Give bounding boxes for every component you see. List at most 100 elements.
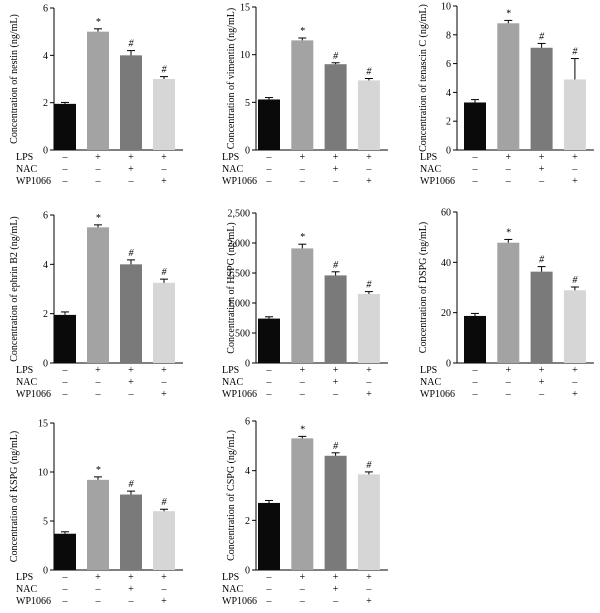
condition-mark: – bbox=[472, 176, 479, 187]
condition-mark: – bbox=[365, 377, 372, 388]
condition-label: WP1066 bbox=[16, 389, 51, 400]
condition-mark: – bbox=[538, 389, 545, 400]
y-axis-label: Concentration of ephrin B2 (ng/mL) bbox=[9, 216, 20, 362]
condition-mark: – bbox=[299, 584, 306, 595]
condition-mark: + bbox=[128, 152, 134, 163]
condition-mark: – bbox=[266, 389, 273, 400]
condition-label: WP1066 bbox=[16, 596, 51, 607]
bar bbox=[324, 455, 347, 570]
condition-mark: – bbox=[365, 584, 372, 595]
chart-panel-8: 0 2 4 6 Concentration of CSPG (ng/mL) * # # LPS –… bbox=[222, 417, 388, 607]
y-tick-label: 6 bbox=[43, 4, 48, 15]
y-tick-label: 2,500 bbox=[228, 209, 251, 220]
condition-mark: + bbox=[572, 389, 578, 400]
bar bbox=[464, 315, 486, 363]
bar bbox=[357, 294, 380, 363]
condition-mark: – bbox=[472, 152, 479, 163]
condition-mark: – bbox=[161, 164, 168, 175]
y-axis-label: Concentration of CSPG (ng/mL) bbox=[226, 430, 237, 561]
chart-panel-1: 0 2 4 6 Concentration of nestin (ng/mL) * # # LP… bbox=[9, 4, 183, 187]
condition-mark: – bbox=[571, 164, 578, 175]
condition-mark: – bbox=[62, 377, 69, 388]
condition-label: NAC bbox=[222, 584, 243, 595]
condition-mark: + bbox=[161, 365, 167, 376]
significance-mark: # bbox=[162, 65, 168, 76]
bar bbox=[120, 55, 142, 151]
condition-mark: + bbox=[333, 584, 339, 595]
significance-mark: # bbox=[162, 267, 168, 278]
condition-mark: + bbox=[366, 596, 372, 607]
condition-mark: – bbox=[62, 572, 69, 583]
condition-mark: – bbox=[128, 176, 135, 187]
condition-mark: – bbox=[266, 584, 273, 595]
condition-label: LPS bbox=[16, 365, 33, 376]
condition-label: WP1066 bbox=[222, 389, 257, 400]
bar bbox=[153, 282, 175, 363]
condition-mark: + bbox=[505, 365, 511, 376]
condition-mark: + bbox=[161, 596, 167, 607]
y-tick-label: 0 bbox=[43, 146, 48, 157]
condition-label: NAC bbox=[222, 164, 243, 175]
bar bbox=[120, 494, 142, 570]
y-tick-label: 2 bbox=[446, 117, 451, 128]
y-tick-label: 0 bbox=[446, 146, 451, 157]
condition-mark: + bbox=[161, 389, 167, 400]
significance-mark: # bbox=[572, 47, 578, 58]
condition-mark: + bbox=[572, 365, 578, 376]
significance-mark: # bbox=[539, 255, 545, 266]
condition-mark: – bbox=[266, 365, 273, 376]
condition-mark: – bbox=[266, 377, 273, 388]
chart-panel-4: 0 2 4 6 Concentration of ephrin B2 (ng/mL) * #… bbox=[9, 211, 183, 400]
bar bbox=[530, 47, 553, 151]
bar bbox=[258, 502, 280, 570]
y-tick-label: 5 bbox=[245, 98, 250, 109]
significance-mark: # bbox=[333, 51, 339, 62]
condition-mark: – bbox=[266, 176, 273, 187]
bar bbox=[54, 103, 76, 150]
condition-label: LPS bbox=[222, 572, 239, 583]
significance-mark: # bbox=[129, 39, 135, 50]
condition-mark: + bbox=[539, 377, 545, 388]
condition-mark: – bbox=[505, 389, 512, 400]
condition-mark: – bbox=[299, 377, 306, 388]
significance-mark: # bbox=[572, 275, 578, 286]
condition-label: WP1066 bbox=[16, 176, 51, 187]
bar bbox=[54, 314, 76, 363]
condition-label: WP1066 bbox=[222, 176, 257, 187]
y-tick-label: 1,500 bbox=[228, 269, 251, 280]
y-tick-label: 4 bbox=[245, 466, 250, 477]
significance-mark: * bbox=[300, 26, 305, 37]
condition-mark: – bbox=[266, 572, 273, 583]
condition-mark: + bbox=[95, 572, 101, 583]
condition-mark: + bbox=[299, 572, 305, 583]
significance-mark: # bbox=[366, 67, 372, 78]
significance-mark: * bbox=[506, 8, 511, 19]
condition-mark: + bbox=[95, 365, 101, 376]
y-tick-label: 2 bbox=[245, 516, 250, 527]
significance-mark: # bbox=[333, 260, 339, 271]
bar bbox=[87, 227, 109, 363]
y-axis-label: Concentration of KSPG (ng/mL) bbox=[9, 431, 20, 562]
condition-mark: + bbox=[366, 176, 372, 187]
condition-mark: + bbox=[161, 152, 167, 163]
significance-mark: # bbox=[162, 497, 168, 508]
y-tick-label: 60 bbox=[441, 208, 451, 219]
condition-mark: + bbox=[299, 152, 305, 163]
condition-mark: + bbox=[572, 176, 578, 187]
condition-mark: – bbox=[538, 176, 545, 187]
bar bbox=[153, 511, 175, 570]
y-tick-label: 4 bbox=[43, 260, 48, 271]
condition-label: WP1066 bbox=[420, 389, 455, 400]
condition-label: NAC bbox=[222, 377, 243, 388]
y-tick-label: 10 bbox=[441, 2, 451, 13]
condition-mark: – bbox=[571, 377, 578, 388]
condition-mark: + bbox=[128, 584, 134, 595]
condition-mark: + bbox=[366, 365, 372, 376]
y-axis-label: Concentration of tenascin C (ng/mL) bbox=[418, 4, 429, 152]
y-axis-label: Concentration of HSPG (ng/mL) bbox=[226, 222, 237, 353]
significance-mark: * bbox=[96, 465, 101, 476]
condition-mark: + bbox=[505, 152, 511, 163]
condition-mark: – bbox=[505, 164, 512, 175]
condition-mark: + bbox=[161, 176, 167, 187]
